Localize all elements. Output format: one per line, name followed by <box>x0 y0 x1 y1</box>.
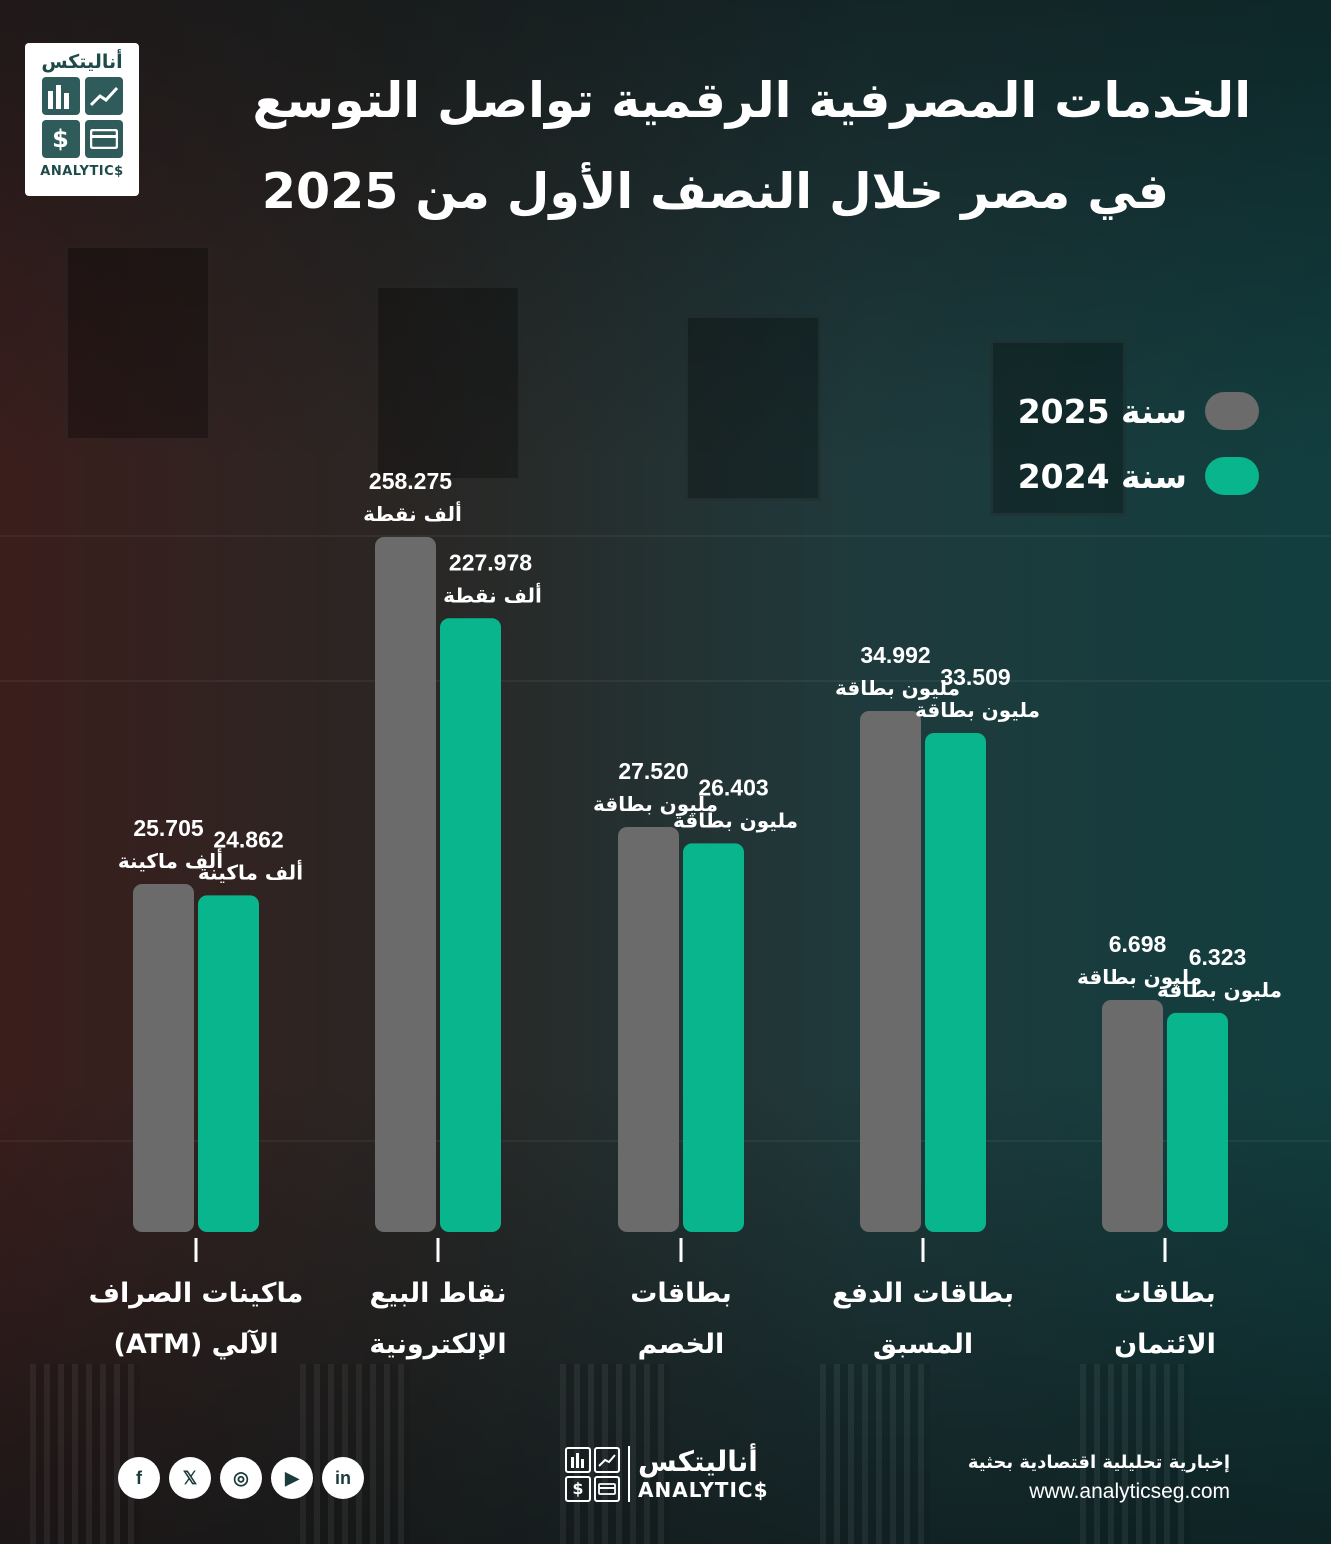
bar-2024 <box>1167 1012 1228 1232</box>
footer-logo-english: ANALYTIC$ <box>638 1478 769 1502</box>
footer-logo-text: أناليتكس ANALYTIC$ <box>628 1446 768 1502</box>
data-label-value: 33.509 <box>940 664 1010 690</box>
legend-label-2024: سنة 2024 <box>1017 456 1187 496</box>
footer-logo-arabic: أناليتكس <box>638 1445 758 1478</box>
background-line <box>0 680 1331 682</box>
bar-chart-icon <box>41 77 80 115</box>
bar-2025 <box>860 711 921 1232</box>
category-label: ماكينات الصراف <box>89 1278 304 1309</box>
data-label-unit: ألف ماكينة <box>198 858 303 884</box>
credit-card-icon <box>594 1475 620 1502</box>
background-pillar <box>820 1364 930 1544</box>
youtube-icon[interactable]: ▶ <box>271 1457 313 1499</box>
background-line <box>0 535 1331 537</box>
category-label: بطاقات <box>630 1278 732 1309</box>
background-window <box>685 315 821 501</box>
data-label-value: 258.275 <box>369 468 452 494</box>
category-label: المسبق <box>873 1329 973 1360</box>
social-links: f 𝕏 ◎ ▶ in <box>118 1457 373 1499</box>
bar-chart-icon <box>565 1446 591 1473</box>
category-label: الآلي (ATM) <box>114 1329 279 1360</box>
data-label-value: 25.705 <box>133 815 204 841</box>
bar-2025 <box>375 537 436 1232</box>
data-label-unit: ألف ماكينة <box>118 847 223 873</box>
bar-2024 <box>925 732 986 1232</box>
data-label-unit: مليون بطاقة <box>593 792 718 816</box>
data-label-unit: ألف نقطة <box>363 500 462 526</box>
background-window <box>375 285 521 481</box>
trend-up-icon <box>594 1446 620 1473</box>
linkedin-icon[interactable]: in <box>322 1457 364 1499</box>
legend-item-2025: سنة 2025 <box>1018 391 1259 431</box>
page-title-line-1: الخدمات المصرفية الرقمية تواصل التوسع <box>252 72 1251 129</box>
page-title-line-2: في مصر خلال النصف الأول من 2025 <box>261 163 1169 220</box>
logo-english-text: ANALYTIC$ <box>40 164 124 179</box>
legend-label-2025: سنة 2025 <box>1017 391 1187 431</box>
data-label-value: 227.978 <box>449 549 532 575</box>
legend-swatch-2024 <box>1205 457 1259 495</box>
footer-logo: $ أناليتكس ANALYTIC$ <box>565 1446 768 1502</box>
data-label-unit: مليون بطاقة <box>1157 978 1282 1002</box>
data-label-unit: مليون بطاقة <box>835 676 960 700</box>
background-window <box>990 340 1126 516</box>
dollar-icon: $ <box>565 1475 591 1502</box>
facebook-icon[interactable]: f <box>118 1457 160 1499</box>
data-label-value: 24.862 <box>213 826 283 852</box>
logo-icons: $ <box>41 77 123 158</box>
bar-2025 <box>618 827 679 1232</box>
data-label-unit: مليون بطاقة <box>1077 965 1202 989</box>
trend-up-icon <box>84 77 123 115</box>
data-label-value: 26.403 <box>698 774 768 800</box>
data-label-unit: مليون بطاقة <box>673 808 798 832</box>
instagram-icon[interactable]: ◎ <box>220 1457 262 1499</box>
category-label: الإلكترونية <box>369 1329 506 1360</box>
background-pillar <box>30 1364 140 1544</box>
dollar-icon: $ <box>41 120 80 158</box>
category-label: نقاط البيع <box>369 1278 506 1309</box>
bar-2024 <box>440 618 501 1232</box>
footer-tagline: إخبارية تحليلية اقتصادية بحثية <box>967 1452 1230 1473</box>
category-label: الخصم <box>638 1329 725 1360</box>
background-window <box>65 245 211 441</box>
data-label-unit: مليون بطاقة <box>915 698 1040 722</box>
bar-2025 <box>133 884 194 1232</box>
brand-logo: أناليتكس $ ANALYTIC$ <box>25 43 139 196</box>
data-label-unit: ألف نقطة <box>443 581 542 607</box>
category-label: بطاقات <box>1114 1278 1216 1309</box>
x-icon[interactable]: 𝕏 <box>169 1457 211 1499</box>
category-label: بطاقات الدفع <box>832 1278 1014 1309</box>
data-label-value: 27.520 <box>618 758 688 784</box>
bar-2025 <box>1102 1000 1163 1232</box>
credit-card-icon <box>84 120 123 158</box>
data-label-value: 34.992 <box>860 642 930 668</box>
background-pillar <box>300 1364 410 1544</box>
legend-swatch-2025 <box>1205 392 1259 430</box>
bar-2024 <box>683 843 744 1232</box>
logo-arabic-text: أناليتكس <box>41 51 123 73</box>
background-pillar <box>1080 1364 1190 1544</box>
bar-2024 <box>198 895 259 1232</box>
data-label-value: 6.698 <box>1109 931 1167 957</box>
website-link[interactable]: www.analyticseg.com <box>1029 1480 1230 1503</box>
footer-logo-icons: $ <box>565 1446 620 1502</box>
data-label-value: 6.323 <box>1189 944 1247 970</box>
category-label: الائتمان <box>1114 1329 1216 1360</box>
legend-item-2024: سنة 2024 <box>1018 456 1259 496</box>
